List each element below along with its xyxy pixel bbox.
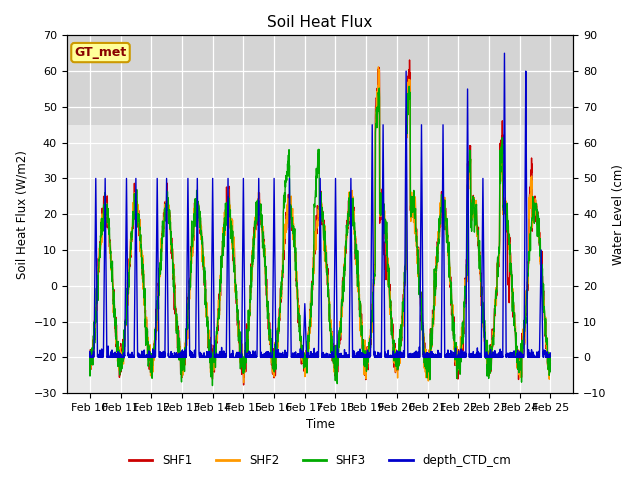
SHF1 [214, 306, 222, 312]
SHF1 [454, 366, 461, 372]
X-axis label: Time: Time [305, 419, 335, 432]
Line: SHF2: SHF2 [90, 67, 550, 383]
depth_CTD_cm [500, 50, 508, 56]
SHF2 [454, 365, 461, 371]
SHF1 [406, 57, 413, 63]
SHF1 [343, 217, 351, 223]
SHF1 [240, 382, 248, 388]
SHF1 [86, 365, 93, 371]
SHF2 [519, 326, 527, 332]
depth_CTD_cm [333, 310, 340, 315]
Line: SHF3: SHF3 [90, 86, 550, 385]
SHF1 [547, 360, 554, 366]
SHF3 [506, 259, 514, 264]
SHF3 [86, 355, 93, 361]
Text: GT_met: GT_met [74, 46, 127, 59]
SHF3 [343, 223, 351, 229]
SHF3 [214, 308, 222, 314]
Y-axis label: Soil Heat Flux (W/m2): Soil Heat Flux (W/m2) [15, 150, 28, 279]
depth_CTD_cm [454, 354, 461, 360]
SHF2 [214, 308, 222, 313]
SHF3 [333, 346, 340, 351]
SHF2 [374, 64, 382, 70]
Line: depth_CTD_cm: depth_CTD_cm [90, 53, 550, 357]
depth_CTD_cm [506, 354, 514, 360]
SHF3 [547, 362, 554, 368]
SHF3 [209, 383, 216, 388]
SHF2 [506, 251, 514, 256]
Bar [67, 36, 573, 125]
SHF1 [506, 251, 514, 256]
SHF1 [333, 347, 340, 353]
SHF3 [454, 368, 461, 374]
depth_CTD_cm [519, 352, 527, 358]
SHF1 [519, 339, 527, 345]
depth_CTD_cm [214, 354, 222, 360]
Y-axis label: Water Level (cm): Water Level (cm) [612, 164, 625, 264]
depth_CTD_cm [86, 354, 94, 360]
Line: SHF1: SHF1 [90, 60, 550, 385]
Legend: SHF1, SHF2, SHF3, depth_CTD_cm: SHF1, SHF2, SHF3, depth_CTD_cm [124, 449, 516, 472]
SHF3 [519, 341, 527, 347]
Title: Soil Heat Flux: Soil Heat Flux [268, 15, 372, 30]
depth_CTD_cm [86, 348, 93, 354]
SHF2 [86, 359, 93, 365]
depth_CTD_cm [343, 354, 351, 360]
SHF2 [333, 356, 340, 361]
SHF2 [343, 231, 351, 237]
SHF2 [240, 380, 248, 385]
SHF3 [405, 84, 413, 89]
SHF2 [547, 357, 554, 363]
depth_CTD_cm [547, 350, 554, 356]
